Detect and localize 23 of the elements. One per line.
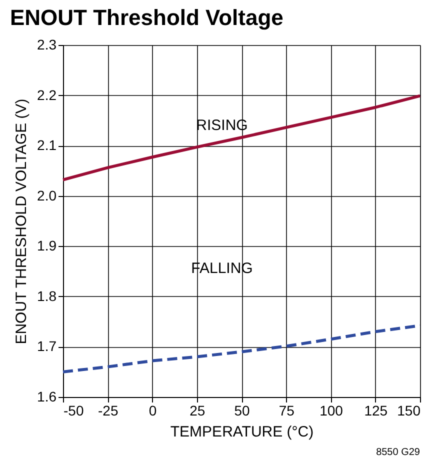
y-axis-title: ENOUT THRESHOLD VOLTAGE (V) xyxy=(13,98,30,344)
y-tick-label: 2.3 xyxy=(37,36,57,52)
x-tick-label: 75 xyxy=(278,402,295,418)
line-series xyxy=(62,94,422,182)
y-tick-label: 1.8 xyxy=(37,288,57,304)
x-tick-label: 125 xyxy=(364,402,388,418)
x-tick-label: 0 xyxy=(148,402,157,418)
x-tick-label: -25 xyxy=(98,402,118,418)
y-tick-label: 1.7 xyxy=(37,338,57,354)
x-tick-label: 100 xyxy=(320,402,344,418)
y-tick-label: 2.0 xyxy=(37,187,57,204)
y-tick-label: 2.1 xyxy=(37,137,57,154)
text: 8550 G29 xyxy=(376,447,420,458)
y-tick-label: 2.2 xyxy=(37,86,57,103)
x-tick-label: 25 xyxy=(190,402,206,418)
line-series xyxy=(62,324,422,374)
chart-title: ENOUT Threshold Voltage xyxy=(10,5,284,30)
y-tick-label: 1.9 xyxy=(37,238,57,254)
y-tick-label: 1.6 xyxy=(37,388,57,404)
x-tick-label: 50 xyxy=(234,402,250,418)
x-tick-label: -50 xyxy=(64,402,84,418)
x-axis-title: TEMPERATURE (°C) xyxy=(170,424,314,440)
x-tick-label: 150 xyxy=(397,402,421,418)
